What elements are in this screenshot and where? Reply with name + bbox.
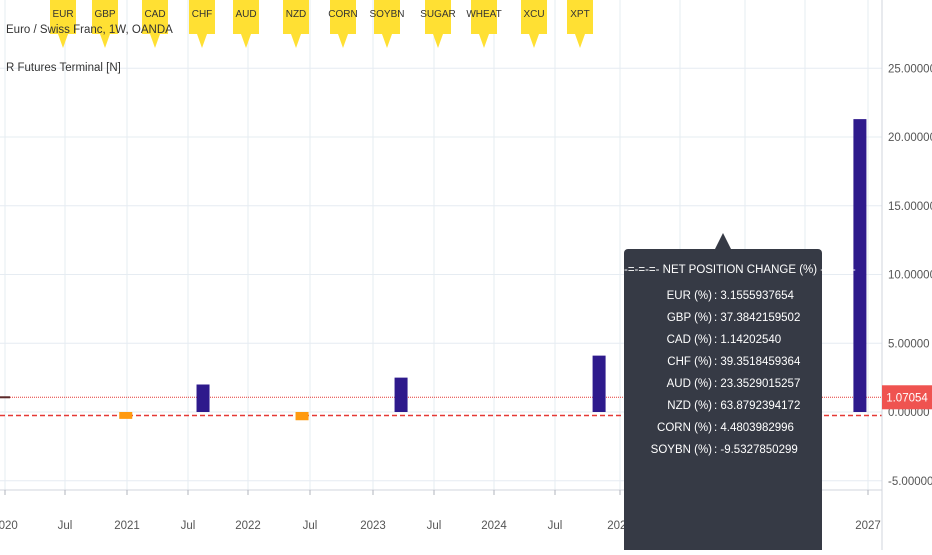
y-tick-label: 5.00000 [888,338,930,350]
marker-label: NZD [286,9,307,20]
marker-label: AUD [235,9,256,20]
marker-label: CORN [328,9,357,20]
y-tick-label: 25.00000 [888,63,932,75]
bar-stub [0,396,10,399]
price-tag-label: 1.07054 [886,392,928,404]
tooltip-row-value: : 23.3529015257 [714,378,801,390]
marker-label: SOYBN [369,9,404,20]
marker-flag [92,0,118,48]
tooltip-row-value: : 37.3842159502 [714,312,801,324]
x-tick-label: 2021 [114,520,140,532]
bar [394,377,408,412]
x-tick-label: 2022 [235,520,261,532]
x-tick-label: 2023 [360,520,386,532]
tooltip-row-value: : -9.5327850299 [714,444,798,456]
x-tick-label: Jul [303,520,318,532]
tooltip-row-label: EUR (%) [666,290,712,302]
tooltip-row-value: : 4.4803982996 [714,422,794,434]
price-tag [882,385,932,410]
marker-label: XCU [523,9,544,20]
bar [196,384,210,412]
marker-flag [330,0,356,48]
x-tick-label: 2024 [481,520,507,532]
tooltip-row-label: AUD (%) [666,378,712,390]
y-tick-label: 20.00000 [888,132,932,144]
net-position-tooltip: -=-=-=- NET POSITION CHANGE (%) -=-=-=- … [624,233,856,550]
marker-flag [374,0,400,48]
bar [295,412,309,421]
marker-flag [425,0,451,48]
marker-label: EUR [52,9,73,20]
tooltip-row-label: GBP (%) [666,312,712,324]
tooltip-row-label: SOYBN (%) [650,444,712,456]
tooltip-row-label: CAD (%) [666,334,712,346]
marker-flag [283,0,309,48]
y-tick-label: 15.00000 [888,201,932,213]
tooltip-row-label: CHF (%) [667,356,712,368]
symbol-title[interactable]: Euro / Swiss Franc, 1W, OANDA [6,24,173,36]
indicator-title[interactable]: R Futures Terminal [N] [6,62,121,74]
marker-label: CAD [144,9,165,20]
bar [592,355,606,412]
marker-label: XPT [570,9,589,20]
marker-flag [567,0,593,48]
x-tick-label: Jul [58,520,73,532]
bar [853,119,867,412]
tooltip-row-value: : 3.1555937654 [714,290,794,302]
marker-flag [50,0,76,48]
x-tick-label: Jul [427,520,442,532]
y-tick-label: 10.00000 [888,270,932,282]
marker-flag [142,0,168,48]
tooltip-row-value: : 63.8792394172 [714,400,801,412]
tooltip-title: -=-=-=- NET POSITION CHANGE (%) -=-=-=- [624,264,856,276]
marker-label: SUGAR [420,9,456,20]
tooltip-row-label: CORN (%) [657,422,712,434]
x-tick-label: 2027 [855,520,881,532]
tooltip-row-value: : 1.14202540 [714,334,782,346]
bar [119,412,133,419]
x-tick-label: Jul [181,520,196,532]
marker-flag [233,0,259,48]
marker-label: GBP [94,9,115,20]
marker-flag [471,0,497,48]
tooltip-pointer [715,233,731,249]
x-tick-label: 2020 [0,520,18,532]
marker-flag [521,0,547,48]
y-tick-label: 0.00000 [888,407,930,419]
marker-label: CHF [192,9,213,20]
y-tick-label: -5.00000 [888,476,932,488]
marker-label: WHEAT [466,9,501,20]
x-tick-label: Jul [548,520,563,532]
marker-flag [189,0,215,48]
tooltip-row-label: NZD (%) [667,400,712,412]
tooltip-row-value: : 39.3518459364 [714,356,801,368]
